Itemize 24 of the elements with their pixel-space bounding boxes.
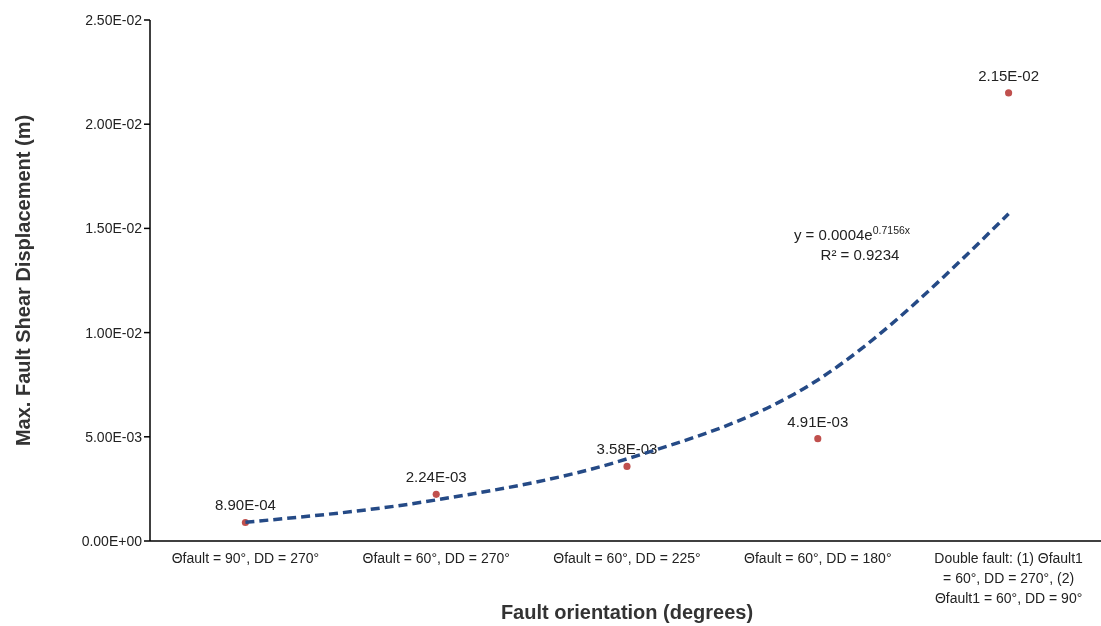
point: [1005, 89, 1013, 97]
annotation: R² = 0.9234: [820, 246, 900, 263]
y-tick-label: 0.00E+00: [81, 532, 143, 549]
y-tick-label: 2.50E-02: [85, 11, 143, 28]
y-tick-label: 1.50E-02: [85, 220, 143, 237]
x-tick-label: Θfault = 60°, DD = 180°: [744, 550, 892, 566]
y-tick-label: 5.00E-03: [85, 428, 143, 445]
annotation: y = 0.0004e$^{0.7156x}$: [793, 224, 911, 243]
data-label: 8.90E-04: [214, 496, 276, 514]
data-label: 2.15E-02: [978, 66, 1040, 84]
point: [814, 435, 822, 443]
x-axis-title: Fault orientation (degrees): [500, 601, 754, 623]
data-label: 4.91E-03: [787, 412, 849, 430]
data-label: 3.58E-03: [596, 440, 658, 458]
point: [623, 462, 631, 470]
y-tick-label: 2.00E-02: [85, 116, 143, 133]
x-tick-label: Θfault = 60°, DD = 270°: [362, 550, 510, 566]
point: [432, 490, 440, 498]
x-tick-label: Double fault: (1) Θfault1 = 60°, DD = 270°, (2) Θfault1 = 60°, DD = 90°: [934, 550, 1084, 606]
x-tick-label: Θfault = 60°, DD = 225°: [553, 550, 701, 566]
y-tick-label: 1.00E-02: [85, 324, 143, 341]
data-label: 2.24E-03: [405, 468, 467, 486]
y-axis-title: Max. Fault Shear Displacement (m): [12, 114, 34, 447]
x-tick-label: Θfault = 90°, DD = 270°: [171, 550, 320, 566]
